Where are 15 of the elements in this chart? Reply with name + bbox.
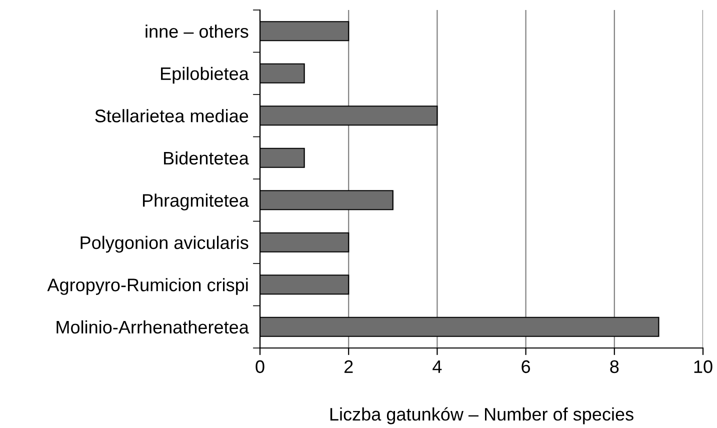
x-tick-label: 4 [432,360,442,373]
y-tick-label: Agropyro-Rumicion crispi [47,278,248,295]
x-tick-label: 8 [610,360,619,374]
y-tick-label: Stellarietea mediae [95,109,248,122]
x-axis-title: Liczba gatunków – Number of species [330,407,634,424]
y-tick-label: Phragmitetea [142,194,249,210]
x-tick-label: 10 [694,360,712,374]
y-tick-label: inne – others [146,24,248,38]
y-tick-label: Bidentetea [164,151,249,165]
y-tick-label: Polygonion avicularis [80,236,248,253]
x-tick-label: 0 [256,360,264,374]
x-tick-label: 2 [344,360,353,373]
x-tick-label: 6 [522,360,530,374]
y-tick-label: Molinio-Arrhenatheretea [56,320,249,334]
y-tick-label: Epilobietea [161,66,249,84]
